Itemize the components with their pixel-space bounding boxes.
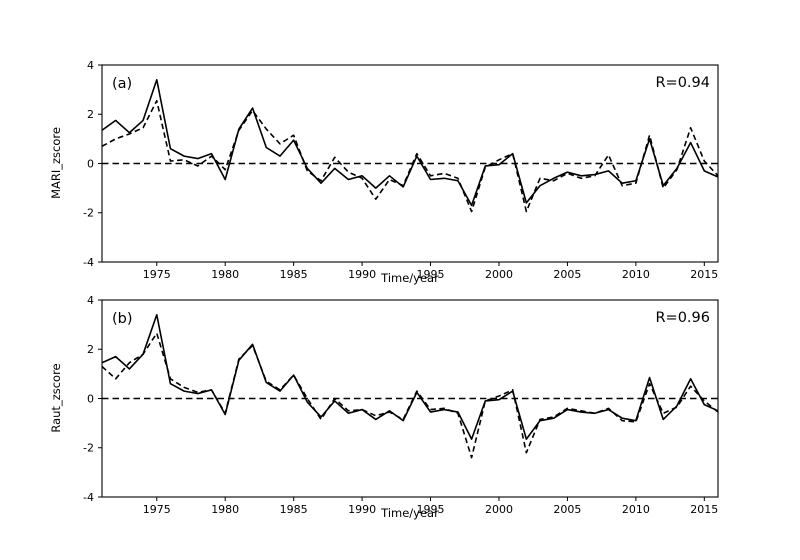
x-tick-label: 2005 [553, 503, 581, 516]
y-tick-label: 0 [87, 157, 94, 170]
panel-label-b: (b) [112, 311, 133, 327]
series-line-observed-solid [101, 313, 719, 440]
x-tick-label: 1980 [211, 268, 239, 281]
x-tick-label: 1985 [280, 503, 308, 516]
x-tick-label: 1995 [417, 268, 445, 281]
x-tick-label: 2015 [690, 268, 718, 281]
x-tick-label: 2015 [690, 503, 718, 516]
y-tick-label: -4 [83, 491, 94, 504]
x-tick-label: 1975 [143, 268, 171, 281]
y-tick-label: -2 [83, 207, 94, 220]
x-tick-label: 1985 [280, 268, 308, 281]
x-tick-label: 2000 [485, 268, 513, 281]
correlation-label-a: R=0.94 [655, 75, 710, 91]
y-tick-label: -4 [83, 256, 94, 269]
y-tick-label: 0 [87, 392, 94, 405]
correlation-label-b: R=0.96 [655, 310, 710, 326]
x-tick-label: 1980 [211, 503, 239, 516]
series-line-estimated-dashed [101, 332, 719, 459]
x-tick-label: 2010 [622, 503, 650, 516]
y-tick-label: 2 [87, 343, 94, 356]
x-tick-label: 1995 [417, 503, 445, 516]
x-tick-label: 1990 [348, 503, 376, 516]
x-tick-label: 2010 [622, 268, 650, 281]
y-axis-label-b: Raut_zscore [49, 363, 63, 433]
x-axis-label-b: Time/year [381, 506, 439, 520]
y-axis-label-a: MARI_zscore [49, 127, 63, 199]
x-tick-label: 2000 [485, 503, 513, 516]
x-axis-label-a: Time/year [381, 271, 439, 285]
series-line-estimated-dashed [101, 99, 719, 213]
y-tick-label: 2 [87, 108, 94, 121]
x-tick-label: 1990 [348, 268, 376, 281]
y-tick-label: -2 [83, 442, 94, 455]
x-tick-label: 1975 [143, 503, 171, 516]
y-tick-label: 4 [87, 294, 94, 307]
panel-label-a: (a) [112, 76, 133, 92]
x-tick-label: 2005 [553, 268, 581, 281]
y-tick-label: 4 [87, 59, 94, 72]
series-line-observed-solid [101, 78, 719, 207]
